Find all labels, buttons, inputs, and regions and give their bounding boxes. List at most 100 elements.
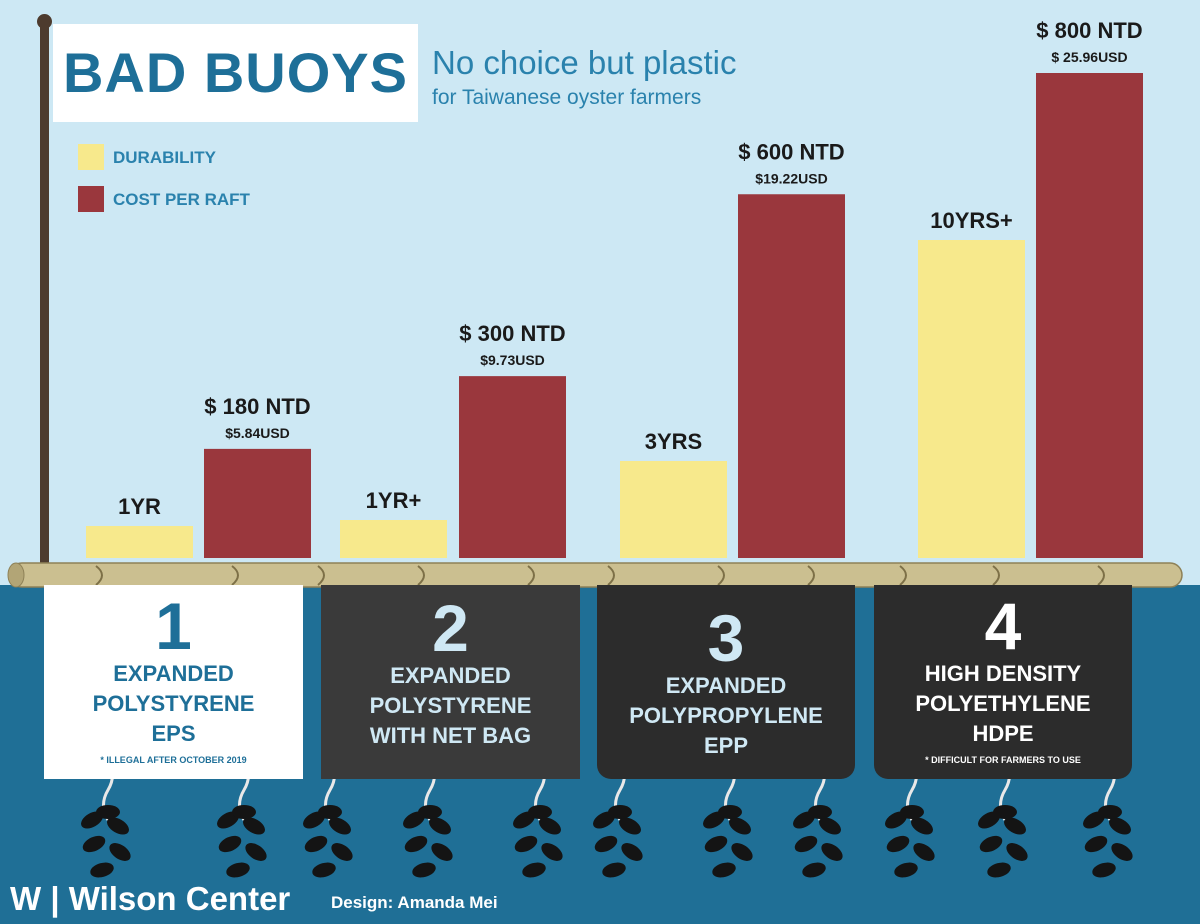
oyster-shell (1006, 843, 1028, 861)
buoy-name-line: EPP (703, 733, 749, 758)
subtitle-line-2: for Taiwanese oyster farmers (432, 86, 702, 109)
oyster-shell (621, 843, 643, 861)
oyster-shell (304, 835, 328, 853)
raft-joint (527, 565, 535, 586)
cost-label: $ 800 NTD (1036, 18, 1142, 43)
buoy-name-line: HDPE (972, 721, 1034, 746)
oyster-shell (704, 835, 728, 853)
flag-pole (40, 22, 49, 567)
oyster-cluster (593, 805, 643, 878)
oyster-shell (514, 835, 538, 853)
oyster-shell (978, 811, 1000, 829)
oyster-shell (245, 843, 267, 861)
oyster-shell (109, 843, 131, 861)
oyster-shell (913, 843, 935, 861)
oyster-shell (232, 805, 256, 819)
buoy-name-line: POLYETHYLENE (915, 691, 1091, 716)
oyster-shell (987, 862, 1011, 878)
oyster-shell (226, 862, 250, 878)
oyster-shell (1083, 811, 1105, 829)
bar-cost (204, 448, 311, 558)
oyster-shell (331, 843, 353, 861)
raft-joint (899, 565, 907, 586)
oyster-shell (1004, 817, 1026, 835)
bar-cost (1036, 73, 1143, 558)
design-credit: Design: Amanda Mei (331, 893, 498, 912)
buoy-number: 4 (984, 589, 1022, 663)
buoy-box-1: 1 EXPANDED POLYSTYRENE EPS * ILLEGAL AFTER O… (44, 585, 303, 779)
buoy-name-line: POLYSTYRENE (92, 691, 255, 716)
oyster-cluster (513, 805, 563, 878)
oyster-shell (1092, 862, 1116, 878)
durability-label: 3YRS (645, 429, 702, 454)
raft-joint (1097, 565, 1105, 586)
cost-usd-label: $5.84USD (225, 425, 290, 441)
oyster-shell (731, 843, 753, 861)
oyster-shell (522, 862, 546, 878)
buoy-name-line: POLYPROPYLENE (629, 703, 823, 728)
subtitle-line-1: No choice but plastic (432, 44, 737, 81)
oyster-shell (541, 843, 563, 861)
bar-durability (340, 520, 447, 558)
cost-usd-label: $19.22USD (755, 170, 827, 186)
bars (86, 73, 1143, 558)
oyster-shell (593, 811, 615, 829)
legend-label-cost: COST PER RAFT (113, 190, 250, 209)
raft-joint (807, 565, 815, 586)
legend-swatch-cost (78, 186, 104, 212)
oyster-shell (993, 805, 1017, 819)
legend-swatch-durability (78, 144, 104, 170)
buoy-name-line: POLYSTYRENE (369, 693, 532, 718)
oyster-cluster (81, 805, 131, 878)
cost-usd-label: $9.73USD (480, 352, 545, 368)
cost-usd-label: $ 25.96USD (1051, 49, 1127, 65)
oyster-shell (96, 805, 120, 819)
durability-label: 1YR+ (366, 488, 422, 513)
legend-label-durability: DURABILITY (113, 148, 216, 167)
raft-joint (417, 565, 425, 586)
oyster-shell (418, 805, 442, 819)
raft-joint (231, 565, 239, 586)
oyster-cluster (703, 805, 753, 878)
oyster-shell (1084, 835, 1108, 853)
oyster-shell (429, 817, 451, 835)
cost-label: $ 600 NTD (738, 139, 844, 164)
oyster-cluster (793, 805, 843, 878)
title-panel: BAD BUOYS (53, 24, 418, 122)
oyster-shell (885, 811, 907, 829)
raft-joint (317, 565, 325, 586)
oyster-cluster (403, 805, 453, 878)
oyster-shell (718, 805, 742, 819)
raft-joint (607, 565, 615, 586)
raft-log-end (7, 562, 25, 588)
buoy-name-line: EXPANDED (390, 663, 511, 688)
oyster-shell (712, 862, 736, 878)
oyster-shell (403, 811, 425, 829)
raft-joint (992, 565, 1000, 586)
raft-joint (95, 565, 103, 586)
oyster-shell (82, 835, 106, 853)
buoy-name-line: EXPANDED (113, 661, 234, 686)
oyster-shell (404, 835, 428, 853)
oyster-shell (594, 835, 618, 853)
oyster-shell (619, 817, 641, 835)
oyster-shell (528, 805, 552, 819)
oyster-shell (886, 835, 910, 853)
raft-joint (717, 565, 725, 586)
oyster-shell (900, 805, 924, 819)
oyster-shell (329, 817, 351, 835)
oyster-shell (312, 862, 336, 878)
oyster-shell (81, 811, 103, 829)
oyster-shell (602, 862, 626, 878)
buoy-box-3: 3 EXPANDED POLYPROPYLENE EPP (597, 585, 855, 779)
buoy-name-line: EXPANDED (665, 673, 787, 698)
bar-durability (86, 526, 193, 558)
oyster-shell (1109, 817, 1131, 835)
oyster-shell (318, 805, 342, 819)
bar-durability (918, 240, 1025, 558)
bar-durability (620, 461, 727, 558)
oyster-shell (979, 835, 1003, 853)
buoy-name-line: EPS (151, 721, 196, 746)
oyster-shell (793, 811, 815, 829)
